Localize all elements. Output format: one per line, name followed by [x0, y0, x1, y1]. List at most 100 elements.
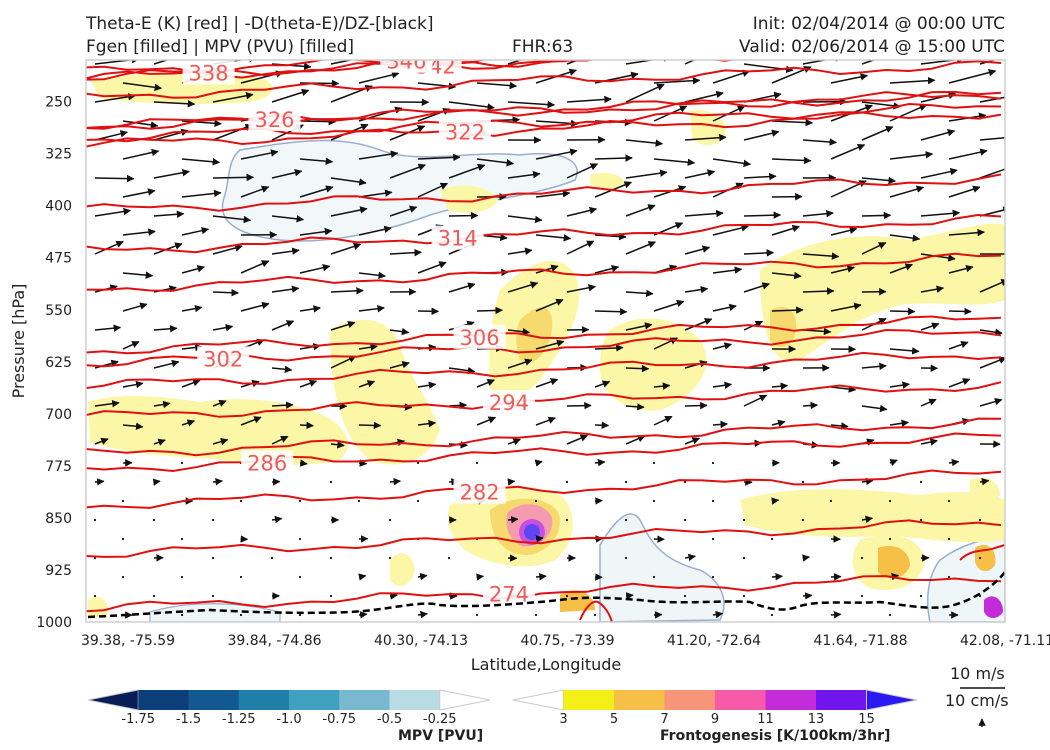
wind-vector	[919, 594, 923, 598]
wind-vector	[448, 163, 486, 179]
fgen-region	[878, 546, 910, 579]
wind-vector	[979, 136, 1005, 141]
theta-e-contour-label: 302	[203, 347, 243, 371]
latlon-axis-ticks: 39.38, -75.59 39.84, -74.86 40.30, -74.13 4…	[81, 633, 1050, 649]
wind-vector	[507, 327, 531, 336]
wind-vector	[771, 306, 804, 314]
wind-vector	[712, 69, 751, 84]
theta-e-contour-line	[86, 102, 1002, 143]
theta-e-contour-line	[86, 575, 1002, 613]
wind-vector	[625, 139, 664, 147]
wind-vector	[593, 613, 597, 617]
wind-vector	[770, 613, 774, 617]
wind-vector	[298, 575, 302, 579]
theta-e-contour-label: 278	[1024, 510, 1050, 534]
y-tick-label: 850	[45, 511, 72, 527]
wind-vector	[978, 518, 982, 522]
x-tick-label: 39.38, -75.59	[81, 633, 175, 649]
theta-e-label-bg	[431, 225, 484, 250]
wind-vector	[239, 613, 243, 617]
wind-vector	[534, 459, 543, 467]
wind-vector	[476, 158, 515, 167]
wind-vector	[712, 224, 749, 236]
wind-vector	[240, 149, 279, 160]
wind-vector	[121, 499, 125, 503]
wind-vector	[742, 594, 746, 598]
theta-e-contour-label: 294	[489, 391, 529, 415]
wind-vector	[566, 434, 589, 445]
theta-e-red-local	[579, 600, 613, 622]
fgen-maximum	[524, 524, 540, 540]
wind-vector	[625, 241, 656, 255]
colorbar-segment	[765, 690, 817, 710]
wind-vector	[684, 133, 727, 142]
wind-vector	[476, 81, 518, 90]
wind-vector	[534, 613, 538, 617]
wind-vector	[624, 518, 628, 522]
wind-vector	[920, 129, 956, 141]
mpv-colorbar-label: MPV [PVU]	[398, 728, 484, 744]
wind-vector	[742, 518, 746, 522]
wind-vector	[299, 379, 318, 388]
wind-vector	[271, 515, 283, 524]
wind-vector	[330, 320, 356, 331]
wind-vector	[684, 209, 724, 218]
wind-vector	[299, 421, 314, 430]
wind-vector	[358, 189, 393, 198]
wind-vector	[417, 381, 437, 389]
wind-vector	[625, 364, 650, 373]
wind-vector	[389, 592, 398, 600]
wind-vector	[920, 60, 965, 65]
fgen-region	[390, 553, 415, 586]
wind-vector	[712, 303, 737, 312]
theta-e-contour-label: 286	[247, 451, 287, 475]
wind-vector	[889, 104, 928, 122]
wind-vector	[417, 419, 437, 428]
colorbar-tick-label: 5	[610, 712, 618, 727]
wind-vector	[594, 344, 624, 352]
wind-vector	[535, 234, 572, 242]
wind-vector	[830, 302, 862, 312]
wind-vector	[330, 206, 368, 217]
y-tick-label: 775	[45, 459, 72, 475]
wind-vector	[920, 285, 945, 293]
wind-vector	[624, 556, 628, 560]
wind-vector	[888, 537, 892, 541]
wind-vector	[594, 264, 620, 274]
colorbar-tick-label: 7	[660, 712, 668, 727]
wind-vector	[978, 594, 982, 598]
wind-vector	[212, 92, 254, 103]
wind-vector	[507, 515, 519, 524]
wind-vector	[211, 556, 215, 560]
wind-vector	[153, 325, 178, 333]
theta-e-contour-line	[86, 111, 1002, 148]
wind-vector	[625, 403, 645, 411]
fgen-colorbar-label: Frontogenesis [K/100km/3hr]	[660, 728, 891, 744]
wind-vector	[653, 158, 696, 166]
wind-vector	[417, 572, 428, 581]
colorbar-tick-label: 3	[559, 712, 567, 727]
wind-vector	[330, 60, 355, 65]
chart-title-line1: Theta-E (K) [red] | -D(theta-E)/DZ-[blac…	[86, 14, 434, 34]
wind-vector	[861, 101, 901, 110]
wind-vector	[771, 224, 801, 236]
x-tick-label: 39.84, -74.86	[227, 633, 321, 649]
wind-vector	[535, 190, 571, 198]
wind-vector	[93, 518, 97, 522]
wind-vector	[93, 594, 97, 598]
wind-vector	[507, 247, 533, 255]
wind-vector	[181, 265, 206, 274]
wind-vector	[652, 575, 656, 579]
fgen-colorbar: 3 5 7 9 11 13 15	[512, 689, 918, 727]
wind-vector	[507, 60, 524, 65]
wind-vector	[948, 307, 972, 316]
wind-vector	[889, 381, 910, 389]
mpv-region	[221, 139, 578, 242]
wind-vector	[389, 205, 418, 217]
wind-vector	[358, 343, 378, 351]
wind-vector	[181, 419, 196, 427]
wind-vector	[448, 211, 479, 220]
wind-vector	[152, 478, 161, 486]
wind-vector	[947, 537, 951, 541]
colorbar-segment	[816, 690, 867, 710]
